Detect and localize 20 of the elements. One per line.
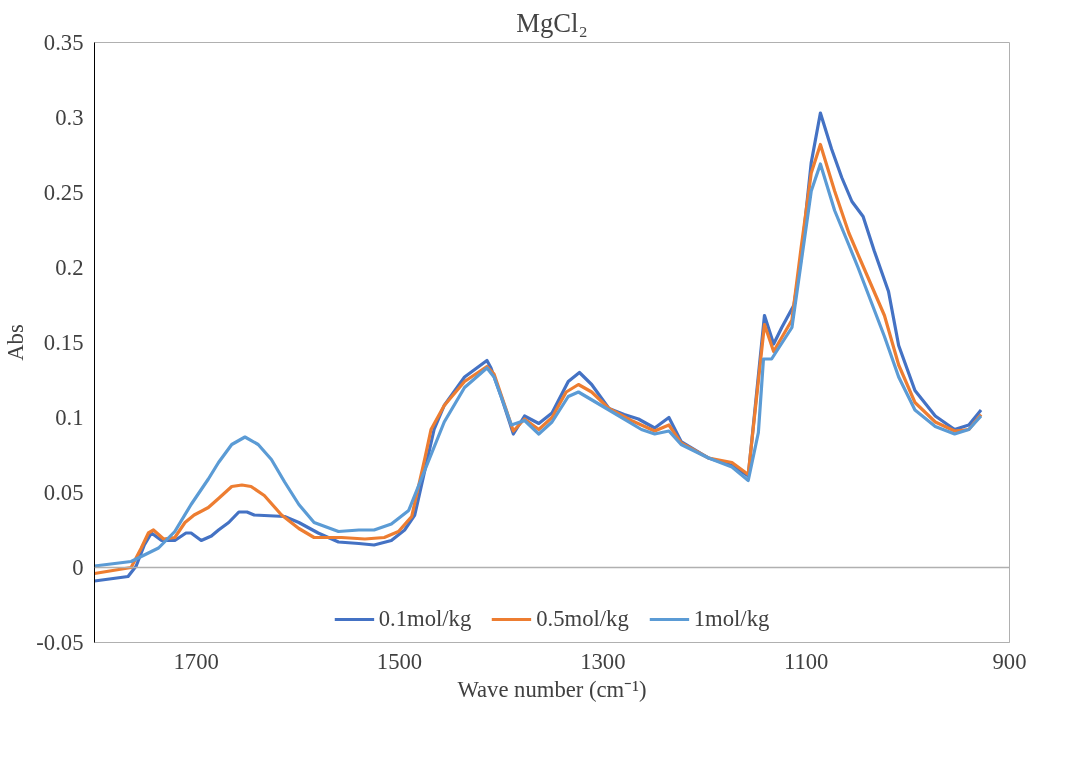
x-tick-label: 1300 bbox=[580, 648, 626, 674]
x-tick-label: 1500 bbox=[376, 648, 423, 674]
chart-title: MgCl₂ bbox=[516, 7, 588, 38]
y-tick-label: 0.2 bbox=[55, 255, 84, 280]
y-tick-label: 0.05 bbox=[43, 480, 84, 505]
legend-label: 0.5mol/kg bbox=[536, 606, 629, 632]
y-axis-title: Abs bbox=[3, 324, 29, 361]
y-tick-label: 0.25 bbox=[43, 180, 84, 205]
y-tick-label: 0.3 bbox=[55, 105, 84, 130]
x-axis-title: Wave number (cm⁻¹) bbox=[457, 676, 647, 702]
legend-label: 0.1mol/kg bbox=[378, 606, 472, 632]
legend-label: 1mol/kg bbox=[693, 606, 770, 632]
y-tick-label: -0.05 bbox=[36, 630, 84, 655]
y-tick-label: 0.1 bbox=[55, 405, 84, 430]
x-tick-label: 900 bbox=[992, 648, 1027, 674]
y-tick-label: 0.15 bbox=[43, 330, 84, 355]
y-tick-label: 0.35 bbox=[43, 30, 84, 55]
x-tick-label: 1700 bbox=[173, 648, 219, 674]
x-tick-label: 1100 bbox=[783, 648, 829, 674]
y-tick-label: 0 bbox=[72, 555, 84, 580]
